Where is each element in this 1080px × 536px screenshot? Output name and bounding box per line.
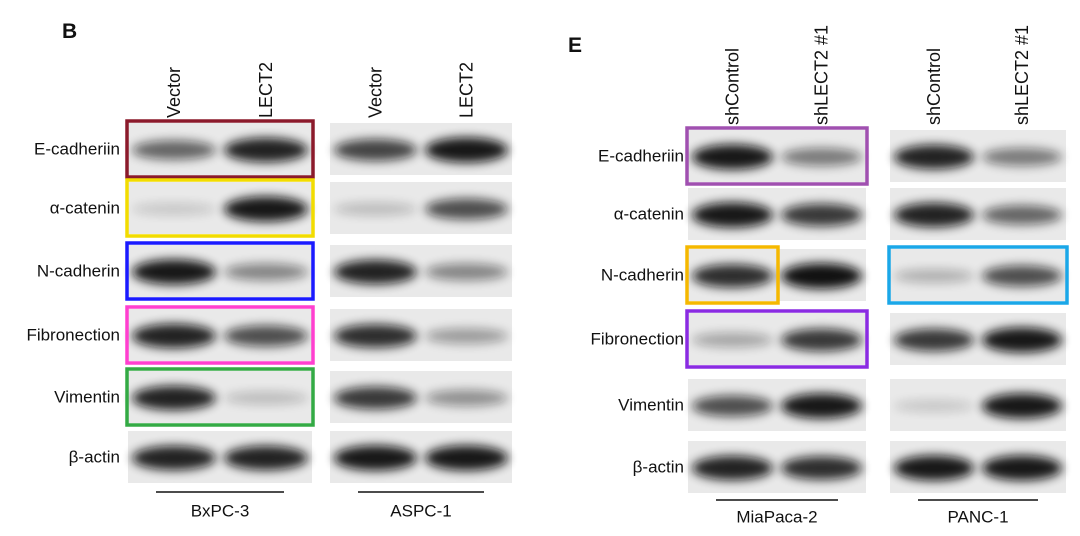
- row-label: Fibronection: [26, 325, 120, 344]
- row-label: β-actin: [69, 447, 120, 466]
- band: [334, 324, 417, 348]
- band: [425, 328, 508, 344]
- band: [425, 263, 508, 281]
- lane-label: shLECT2 #1: [1012, 25, 1032, 125]
- row-label: α-catenin: [50, 198, 120, 217]
- group-label: MiaPaca-2: [736, 507, 817, 526]
- row-label: N-cadherin: [37, 261, 120, 280]
- row-label: Fibronection: [590, 329, 684, 348]
- band: [894, 269, 974, 283]
- lane-label: LECT2: [457, 62, 477, 118]
- highlight-box: [125, 178, 315, 238]
- band: [224, 391, 308, 405]
- band: [224, 445, 308, 471]
- band: [132, 323, 216, 349]
- band: [425, 389, 508, 407]
- band: [334, 139, 417, 161]
- band: [224, 263, 308, 281]
- panel-letter: E: [568, 34, 582, 57]
- band: [894, 202, 974, 228]
- highlight-box: [125, 241, 315, 301]
- band: [132, 202, 216, 216]
- band: [692, 395, 773, 417]
- band: [982, 327, 1062, 353]
- panel-letter: B: [62, 20, 77, 43]
- band: [982, 148, 1062, 166]
- band: [894, 144, 974, 170]
- highlight-box: [685, 126, 869, 186]
- band: [425, 445, 508, 471]
- band: [781, 263, 862, 289]
- lane-label: LECT2: [256, 62, 276, 118]
- highlight-box: [125, 119, 315, 179]
- band: [692, 144, 773, 170]
- band: [334, 202, 417, 216]
- lane-label: shLECT2 #1: [812, 25, 832, 125]
- band: [132, 445, 216, 471]
- row-label: β-actin: [633, 457, 684, 476]
- band: [692, 202, 773, 228]
- band: [224, 325, 308, 347]
- band: [132, 385, 216, 411]
- band: [982, 455, 1062, 481]
- group-label: ASPC-1: [390, 501, 451, 520]
- band: [894, 399, 974, 413]
- band: [692, 455, 773, 481]
- lane-label: Vector: [366, 67, 386, 118]
- band: [982, 205, 1062, 225]
- band: [982, 265, 1062, 287]
- lane-label: shControl: [723, 48, 743, 125]
- row-label: Vimentin: [618, 395, 684, 414]
- band: [781, 393, 862, 419]
- band: [334, 386, 417, 410]
- band: [781, 148, 862, 166]
- highlight-box: [685, 309, 869, 369]
- row-label: N-cadherin: [601, 265, 684, 284]
- group-label: BxPC-3: [191, 501, 250, 520]
- band: [334, 259, 417, 285]
- highlight-box: [125, 367, 315, 427]
- band: [132, 259, 216, 285]
- band: [781, 456, 862, 480]
- band: [425, 198, 508, 220]
- band: [692, 264, 773, 288]
- band: [224, 137, 308, 163]
- band: [894, 455, 974, 481]
- row-label: E-cadheriin: [34, 139, 120, 158]
- row-label: Vimentin: [54, 387, 120, 406]
- band: [781, 203, 862, 227]
- highlight-box: [685, 245, 780, 305]
- highlight-box: [125, 305, 315, 365]
- row-label: E-cadheriin: [598, 146, 684, 165]
- band: [224, 196, 308, 222]
- band: [982, 393, 1062, 419]
- group-label: PANC-1: [947, 507, 1008, 526]
- band: [425, 137, 508, 163]
- band: [334, 445, 417, 471]
- band: [894, 328, 974, 352]
- band: [132, 140, 216, 160]
- lane-label: Vector: [164, 67, 184, 118]
- highlight-box: [887, 245, 1069, 305]
- lane-label: shControl: [924, 48, 944, 125]
- row-label: α-catenin: [614, 204, 684, 223]
- band: [781, 328, 862, 352]
- band: [692, 332, 773, 348]
